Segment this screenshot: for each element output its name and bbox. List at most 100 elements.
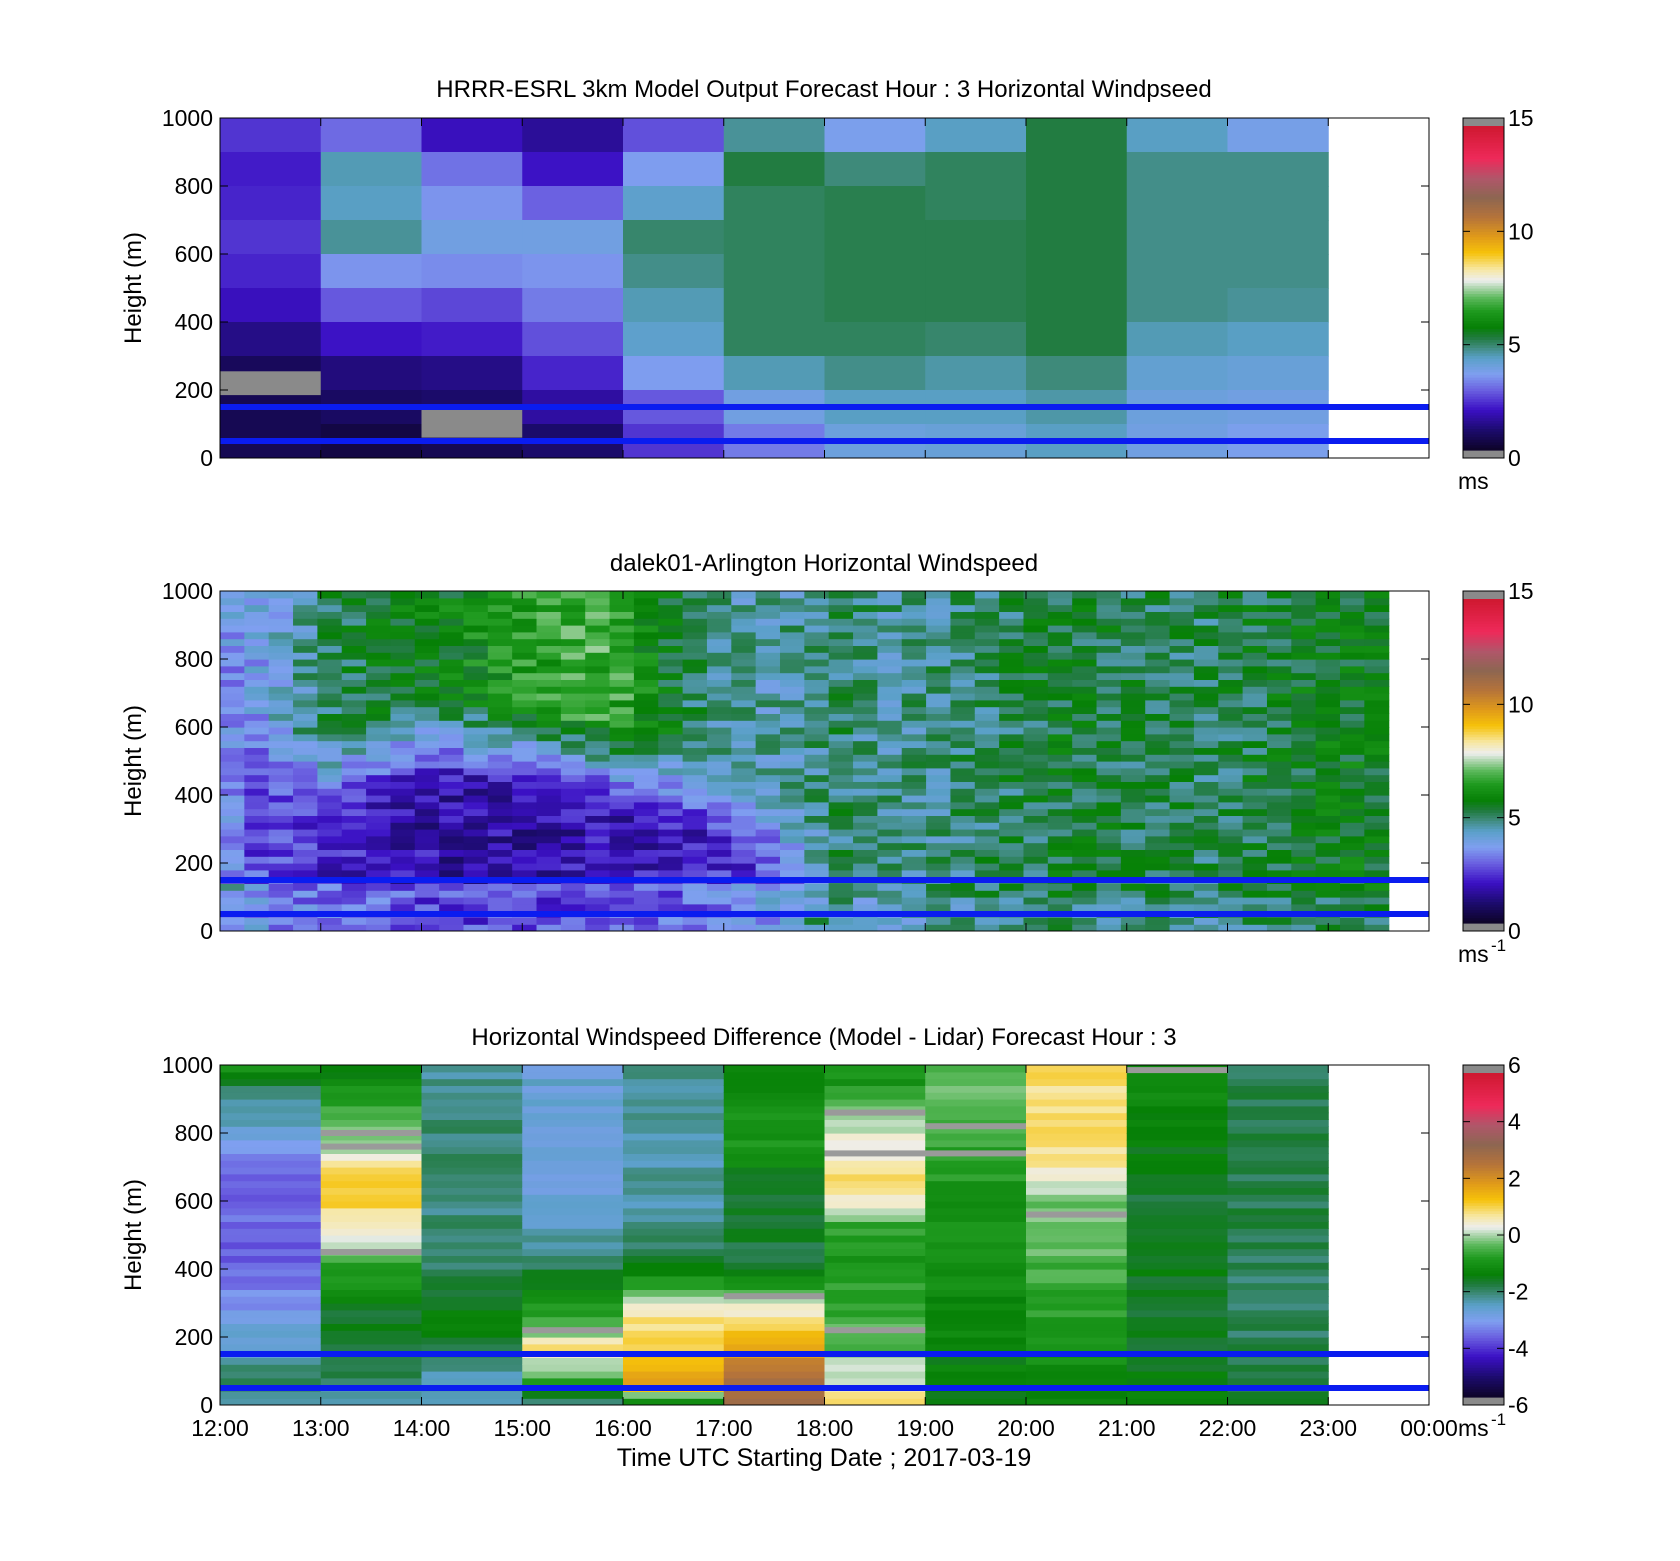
heatmap-cell	[658, 638, 684, 646]
heatmap-cell	[1026, 1323, 1128, 1331]
colorbar-segment	[1463, 1210, 1504, 1214]
heatmap-cell	[999, 699, 1025, 708]
heatmap-cell	[1266, 781, 1292, 789]
heatmap-cell	[1266, 631, 1292, 640]
heatmap-cell	[804, 781, 830, 789]
heatmap-cell	[268, 747, 294, 755]
heatmap-cell	[366, 822, 392, 830]
heatmap-cell	[220, 788, 245, 796]
heatmap-cell	[414, 842, 440, 850]
heatmap-cell	[1364, 788, 1390, 796]
heatmap-cell	[414, 604, 440, 612]
heatmap-cell	[623, 1337, 725, 1345]
heatmap-cell	[1340, 679, 1365, 687]
heatmap-cell	[1242, 611, 1268, 619]
heatmap-cell	[268, 795, 294, 803]
heatmap-cell	[244, 720, 270, 728]
heatmap-cell	[585, 720, 611, 728]
heatmap-cell	[824, 1173, 926, 1182]
heatmap-cell	[623, 1275, 725, 1284]
heatmap-cell	[1193, 625, 1219, 633]
heatmap-cell	[1072, 754, 1098, 762]
heatmap-cell	[1096, 788, 1122, 796]
heatmap-cell	[682, 733, 708, 742]
heatmap-cell	[853, 686, 878, 694]
heatmap-cell	[512, 638, 538, 646]
heatmap-cell	[1266, 706, 1292, 714]
heatmap-cell	[925, 1207, 1027, 1216]
heatmap-cell	[1242, 740, 1268, 748]
heatmap-cell	[220, 747, 245, 755]
heatmap-cell	[925, 1309, 1027, 1318]
colorbar-segment	[1463, 1372, 1504, 1376]
heatmap-cell	[1218, 679, 1244, 687]
heatmap-cell	[723, 1248, 825, 1256]
heatmap-cell	[780, 822, 805, 830]
heatmap-cell	[421, 1180, 523, 1188]
colorbar-segment	[1463, 417, 1504, 421]
heatmap-cell	[366, 883, 392, 891]
heatmap-cell	[317, 815, 343, 823]
heatmap-cell	[536, 740, 562, 748]
heatmap-cell	[320, 220, 422, 255]
heatmap-cell	[877, 713, 903, 721]
heatmap-cell	[1266, 625, 1292, 633]
heatmap-cell	[1266, 883, 1292, 891]
heatmap-cell	[682, 863, 708, 871]
heatmap-cell	[1340, 699, 1365, 708]
heatmap-cell	[522, 288, 624, 323]
heatmap-cell	[463, 801, 489, 810]
heatmap-cell	[1291, 917, 1317, 925]
heatmap-cell	[536, 706, 562, 714]
heatmap-cell	[1047, 652, 1073, 660]
heatmap-cell	[463, 767, 489, 776]
heatmap-cell	[341, 767, 367, 776]
heatmap-cell	[950, 829, 976, 837]
heatmap-cell	[877, 611, 903, 619]
heatmap-cell	[1126, 1078, 1228, 1086]
colorbar-segment	[1463, 220, 1504, 224]
heatmap-cell	[1026, 1119, 1128, 1127]
heatmap-cell	[828, 829, 854, 837]
heatmap-cell	[1218, 740, 1244, 748]
heatmap-cell	[1145, 897, 1171, 905]
colorbar-segment	[1463, 352, 1504, 357]
heatmap-cell	[1072, 795, 1098, 803]
heatmap-cell	[536, 747, 562, 755]
x-tick-label: 20:00	[997, 1415, 1055, 1441]
colorbar-segment	[1463, 142, 1504, 146]
heatmap-cell	[853, 917, 878, 925]
heatmap-cell	[731, 686, 757, 694]
heatmap-cell	[1364, 747, 1390, 755]
heatmap-cell	[1145, 597, 1171, 606]
colorbar-segment	[1463, 1208, 1504, 1212]
heatmap-cell	[926, 883, 952, 891]
heatmap-cell	[1145, 747, 1171, 755]
heatmap-cell	[220, 220, 322, 255]
heatmap-cell	[366, 611, 392, 619]
colorbar-segment	[1463, 1162, 1504, 1166]
colorbar-segment	[1463, 750, 1504, 754]
heatmap-cell	[682, 706, 708, 714]
heatmap-cell	[220, 808, 245, 816]
heatmap-cell	[999, 713, 1025, 721]
heatmap-cell	[1364, 699, 1390, 708]
heatmap-cell	[682, 727, 708, 735]
heatmap-cell	[522, 1309, 624, 1318]
heatmap-cell	[1227, 1119, 1329, 1127]
heatmap-cell	[623, 1085, 725, 1093]
heatmap-cell	[463, 815, 489, 823]
heatmap-cell	[522, 1201, 624, 1209]
heatmap-cell	[1193, 869, 1219, 878]
heatmap-cell	[1047, 713, 1073, 721]
heatmap-cell	[1266, 672, 1292, 680]
heatmap-cell	[317, 747, 343, 755]
heatmap-cell	[853, 761, 878, 769]
heatmap-cell	[804, 665, 830, 674]
heatmap-cell	[706, 856, 732, 864]
heatmap-cell	[828, 597, 854, 606]
heatmap-cell	[1096, 679, 1122, 687]
colorbar-segment	[1463, 374, 1504, 378]
heatmap-cell	[1291, 740, 1317, 748]
